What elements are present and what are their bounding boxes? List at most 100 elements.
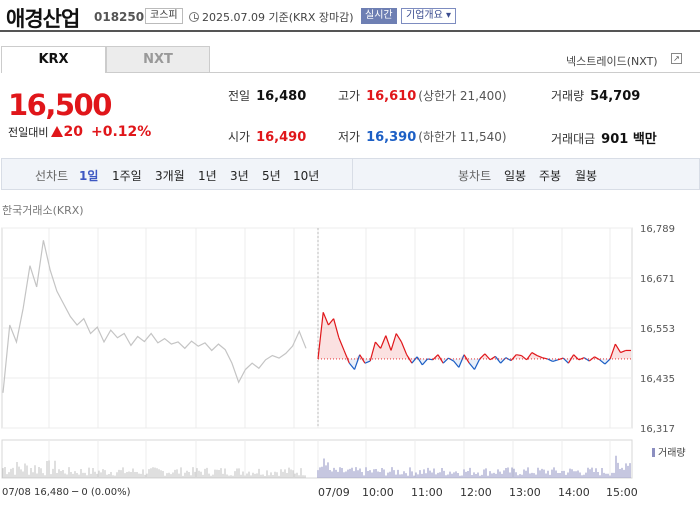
candle-chart-label[interactable]: 봉차트 bbox=[458, 169, 492, 183]
stock-header: 애경산업 018250 코스피 2025.07.09 기준(KRX 장마감) 실… bbox=[0, 0, 700, 32]
x-tick-label: 11:00 bbox=[411, 486, 443, 499]
today-line-segment bbox=[317, 312, 324, 359]
today-line-segment bbox=[437, 354, 444, 364]
today-line-segment bbox=[369, 341, 376, 362]
candle-weekly[interactable]: 주봉 bbox=[539, 169, 562, 183]
today-line-segment bbox=[489, 355, 496, 361]
stat-open: 시가 16,490 bbox=[228, 128, 306, 145]
today-line-segment bbox=[479, 353, 486, 360]
x-tick-label: 14:00 bbox=[558, 486, 590, 499]
nextrade-link[interactable]: 넥스트레이드(NXT) bbox=[566, 55, 658, 68]
x-tick-label: 07/09 bbox=[318, 486, 350, 499]
today-line-segment bbox=[552, 359, 559, 363]
change-amount: 20 bbox=[63, 124, 83, 140]
stat-label: 전일 bbox=[228, 89, 251, 103]
candle-monthly[interactable]: 월봉 bbox=[575, 169, 598, 183]
y-tick-label: 16,553 bbox=[640, 324, 675, 335]
stat-value: 54,709 bbox=[590, 89, 641, 104]
today-line-segment bbox=[348, 362, 355, 370]
today-line-segment bbox=[557, 357, 564, 361]
y-tick-label: 16,317 bbox=[640, 424, 675, 435]
today-line-segment bbox=[364, 360, 371, 364]
today-line-segment bbox=[458, 354, 465, 368]
today-line-segment bbox=[510, 354, 517, 362]
today-line-segment bbox=[614, 343, 622, 353]
external-link-icon[interactable]: ↗ bbox=[671, 53, 682, 64]
today-line-segment bbox=[468, 362, 475, 370]
today-line-segment bbox=[406, 354, 413, 364]
change-percent: +0.12% bbox=[90, 124, 152, 140]
today-line-segment bbox=[599, 359, 606, 365]
today-line-segment bbox=[343, 350, 350, 364]
y-tick-label: 16,671 bbox=[640, 274, 675, 285]
today-line-segment bbox=[583, 357, 590, 362]
today-line-segment bbox=[526, 352, 533, 361]
stat-value: 16,610 bbox=[366, 89, 417, 104]
stat-value: 16,490 bbox=[256, 130, 307, 145]
price-change: 전일대비 20 +0.12% bbox=[8, 124, 151, 140]
today-line-segment bbox=[573, 354, 580, 361]
clock-icon bbox=[189, 12, 199, 22]
today-line-segment bbox=[473, 358, 481, 370]
today-line-segment bbox=[395, 333, 402, 343]
today-line-segment bbox=[453, 360, 460, 368]
period-1w[interactable]: 1주일 bbox=[112, 169, 142, 183]
stat-label: 시가 bbox=[228, 130, 251, 144]
period-10y[interactable]: 10년 bbox=[293, 169, 320, 183]
today-line-segment bbox=[516, 354, 522, 357]
lower-limit: (하한가 11,540) bbox=[418, 130, 507, 144]
market-badge: 코스피 bbox=[145, 8, 183, 24]
period-1d[interactable]: 1일 bbox=[79, 169, 99, 183]
chart-title: 한국거래소(KRX) bbox=[2, 204, 84, 217]
tab-krx[interactable]: KRX bbox=[1, 46, 106, 73]
stat-value: 901 백만 bbox=[601, 132, 657, 147]
today-line-segment bbox=[427, 358, 433, 361]
stat-label: 고가 bbox=[338, 89, 361, 103]
stat-low: 저가 16,390 (하한가 11,540) bbox=[338, 128, 507, 145]
tab-nxt[interactable]: NXT bbox=[106, 46, 210, 73]
candle-daily[interactable]: 일봉 bbox=[504, 169, 527, 183]
stock-code: 018250 bbox=[94, 10, 145, 24]
today-line-segment bbox=[353, 354, 361, 370]
today-line-segment bbox=[416, 356, 423, 366]
prev-day-line bbox=[2, 240, 307, 393]
current-price: 16,500 bbox=[8, 88, 112, 122]
up-triangle-icon bbox=[51, 126, 64, 137]
period-5y[interactable]: 5년 bbox=[262, 169, 281, 183]
today-line-segment bbox=[448, 357, 454, 362]
today-line-segment bbox=[463, 354, 470, 364]
today-line-segment bbox=[609, 343, 616, 360]
stat-value: 16,390 bbox=[366, 130, 417, 145]
stat-volume: 거래량 54,709 bbox=[551, 87, 640, 104]
toolbar-separator bbox=[352, 159, 353, 189]
x-tick-label: 13:00 bbox=[509, 486, 541, 499]
today-line-segment bbox=[531, 352, 538, 357]
period-1y[interactable]: 1년 bbox=[198, 169, 217, 183]
realtime-button[interactable]: 실시간 bbox=[361, 8, 397, 24]
today-line-segment bbox=[567, 354, 575, 364]
company-overview-dropdown[interactable]: 기업개요 ▾ bbox=[401, 8, 456, 24]
today-down-area bbox=[318, 358, 631, 370]
today-line-segment bbox=[604, 358, 611, 365]
today-line-segment bbox=[322, 312, 329, 326]
period-3y[interactable]: 3년 bbox=[230, 169, 249, 183]
stat-label: 거래량 bbox=[551, 89, 585, 103]
stat-prev-close: 전일 16,480 bbox=[228, 87, 306, 104]
x-tick-label: 12:00 bbox=[460, 486, 492, 499]
period-3m[interactable]: 3개월 bbox=[155, 169, 185, 183]
change-label: 전일대비 bbox=[8, 126, 49, 139]
today-line-segment bbox=[536, 354, 543, 359]
prev-day-label: 07/08 16,480 ─ 0 (0.00%) bbox=[2, 487, 131, 498]
line-chart-label[interactable]: 선차트 bbox=[35, 169, 69, 183]
volume-legend: 거래량 bbox=[652, 444, 686, 459]
stat-label: 저가 bbox=[338, 130, 361, 144]
today-line-segment bbox=[494, 356, 502, 364]
today-line-segment bbox=[594, 356, 600, 361]
x-tick-label: 10:00 bbox=[362, 486, 394, 499]
today-line-segment bbox=[390, 333, 397, 351]
today-line-segment bbox=[411, 356, 418, 364]
today-line-segment bbox=[380, 335, 387, 349]
y-tick-label: 16,789 bbox=[640, 224, 675, 235]
upper-limit: (상한가 21,400) bbox=[418, 89, 507, 103]
